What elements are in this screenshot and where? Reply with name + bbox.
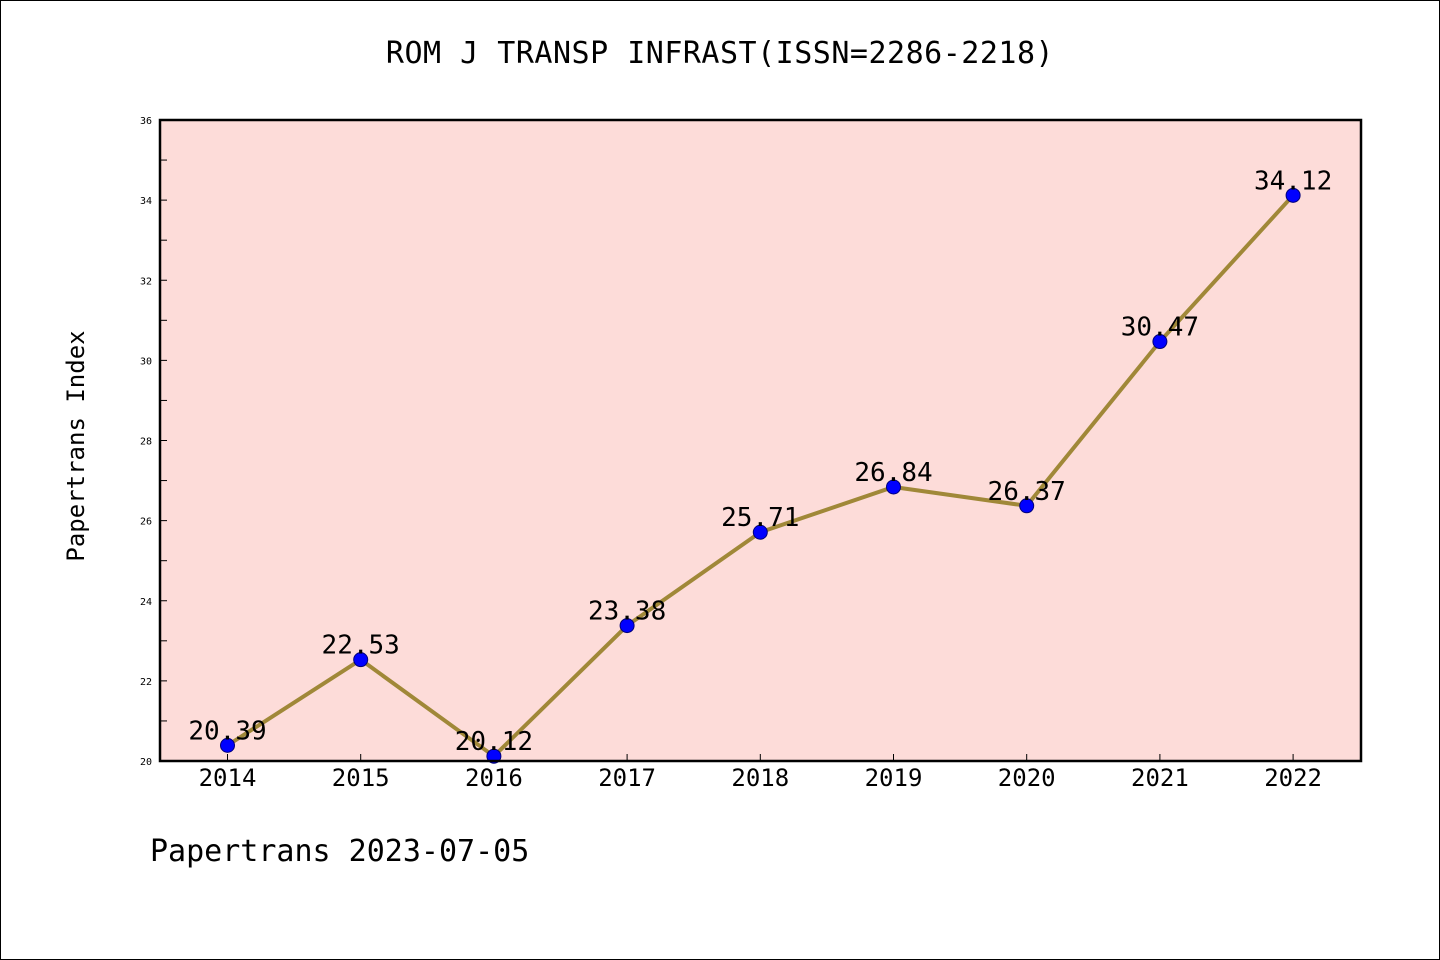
plot-background	[160, 120, 1361, 761]
y-tick-label: 34	[140, 196, 152, 207]
y-tick-label: 30	[140, 356, 152, 367]
data-label: 26.37	[988, 477, 1066, 507]
x-tick-label: 2015	[332, 764, 390, 792]
x-tick-label: 2020	[998, 764, 1056, 792]
x-tick-label: 2014	[199, 764, 257, 792]
data-label: 26.84	[854, 458, 932, 488]
data-point	[220, 737, 235, 753]
data-label: 23.38	[588, 597, 666, 627]
data-point	[1152, 334, 1168, 350]
y-tick-label: 32	[140, 276, 152, 287]
x-tick-label: 2022	[1264, 764, 1322, 792]
data-point	[752, 524, 768, 540]
y-tick-label: 22	[140, 677, 152, 688]
data-label: 34.12	[1254, 166, 1332, 196]
y-tick-label: 24	[140, 597, 152, 608]
data-label: 20.39	[188, 716, 266, 746]
x-tick-label: 2021	[1131, 764, 1189, 792]
data-point	[619, 618, 635, 634]
y-tick-label: 36	[140, 116, 152, 127]
x-tick-label: 2018	[731, 764, 789, 792]
y-tick-label: 20	[140, 757, 152, 768]
footer-credit: Papertrans 2023-07-05	[150, 834, 530, 869]
data-point	[1285, 187, 1301, 203]
y-tick-label: 26	[140, 517, 152, 528]
plot-border	[158, 118, 1363, 763]
data-label: 20.12	[455, 727, 533, 757]
y-tick-label: 28	[140, 437, 152, 448]
data-label: 25.71	[721, 503, 799, 533]
data-point	[486, 748, 502, 764]
data-point	[1019, 498, 1035, 514]
data-point	[886, 479, 901, 495]
data-label: 30.47	[1121, 313, 1199, 343]
chart-title: ROM J TRANSP INFRAST(ISSN=2286-2218)	[385, 36, 1055, 71]
x-tick-label: 2016	[465, 764, 523, 792]
data-point	[353, 652, 369, 668]
x-tick-label: 2017	[598, 764, 656, 792]
x-tick-label: 2019	[865, 764, 923, 792]
data-label: 22.53	[322, 631, 400, 661]
